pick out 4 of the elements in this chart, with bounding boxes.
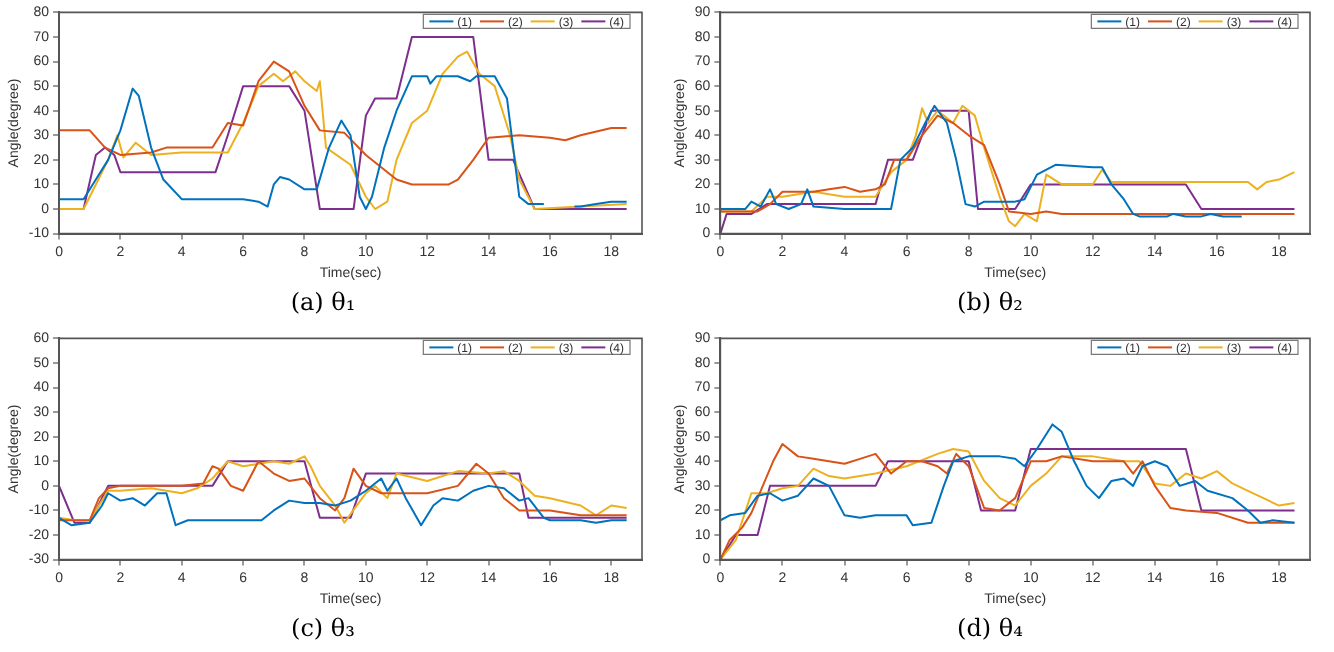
text: (a) θ₁ [290, 287, 356, 316]
text: (c) θ₃ [291, 613, 356, 642]
text: (b) θ₂ [957, 287, 1024, 316]
text: (d) θ₄ [957, 613, 1024, 642]
